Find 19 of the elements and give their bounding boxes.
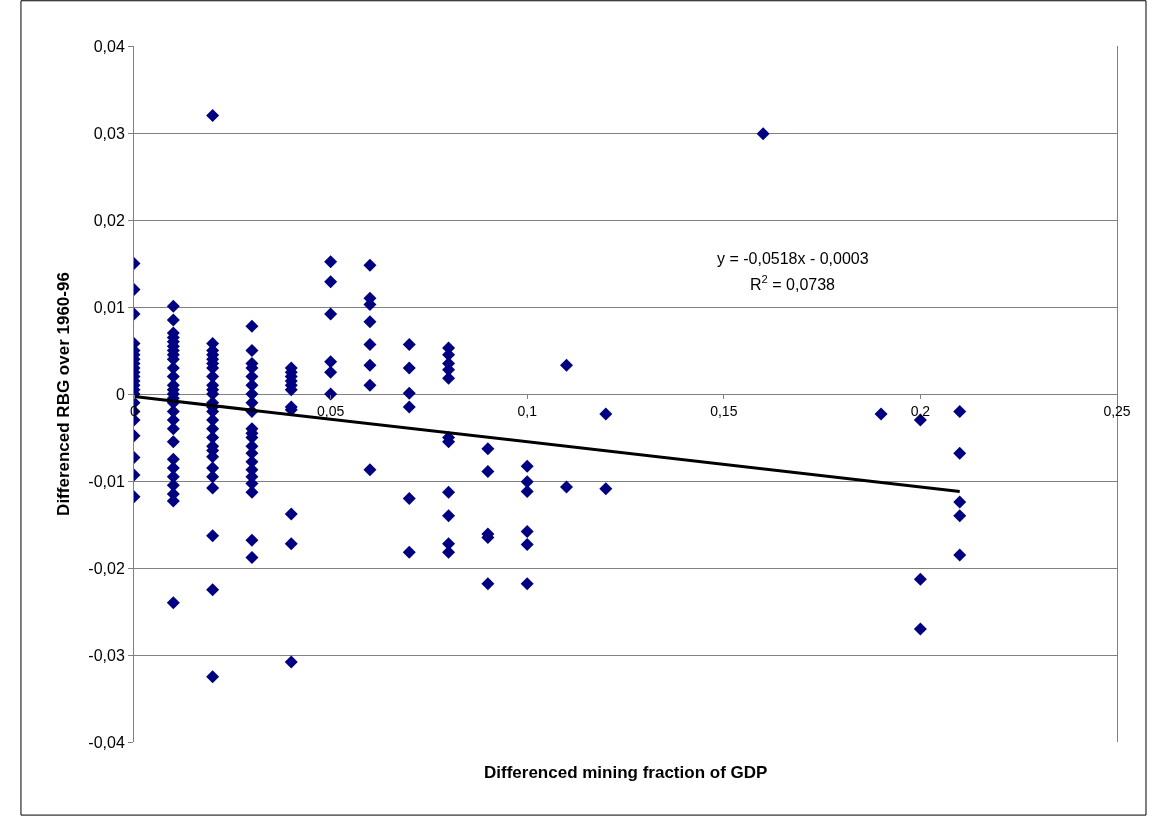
- y-tick-label: 0: [115, 385, 125, 403]
- y-tick-label: -0,04: [88, 733, 125, 751]
- x-tick-label: 0,25: [1103, 402, 1131, 419]
- y-tick-label: 0,01: [93, 298, 125, 316]
- annotation: y = -0,0518x - 0,0003: [717, 250, 869, 267]
- x-tick-label: 0,05: [316, 402, 345, 419]
- x-tick-label: 0,15: [710, 402, 738, 419]
- x-tick-label: 0,2: [910, 402, 931, 419]
- x-tick-label: 0,1: [517, 402, 538, 419]
- y-axis-title: Differenced RBG over 1960-96: [53, 272, 73, 516]
- y-tick-label: -0,02: [88, 559, 125, 577]
- y-tick-label: -0,01: [88, 472, 125, 490]
- x-tick-label: 0: [130, 402, 139, 419]
- y-tick-label: 0,04: [93, 37, 125, 55]
- x-axis-title: Differenced mining fraction of GDP: [484, 763, 768, 782]
- annotation: R$^{2}$ = 0,0738: [750, 273, 836, 293]
- y-tick-label: 0,03: [93, 124, 125, 142]
- y-tick-label: 0,02: [93, 211, 125, 229]
- y-tick-label: -0,03: [88, 646, 125, 664]
